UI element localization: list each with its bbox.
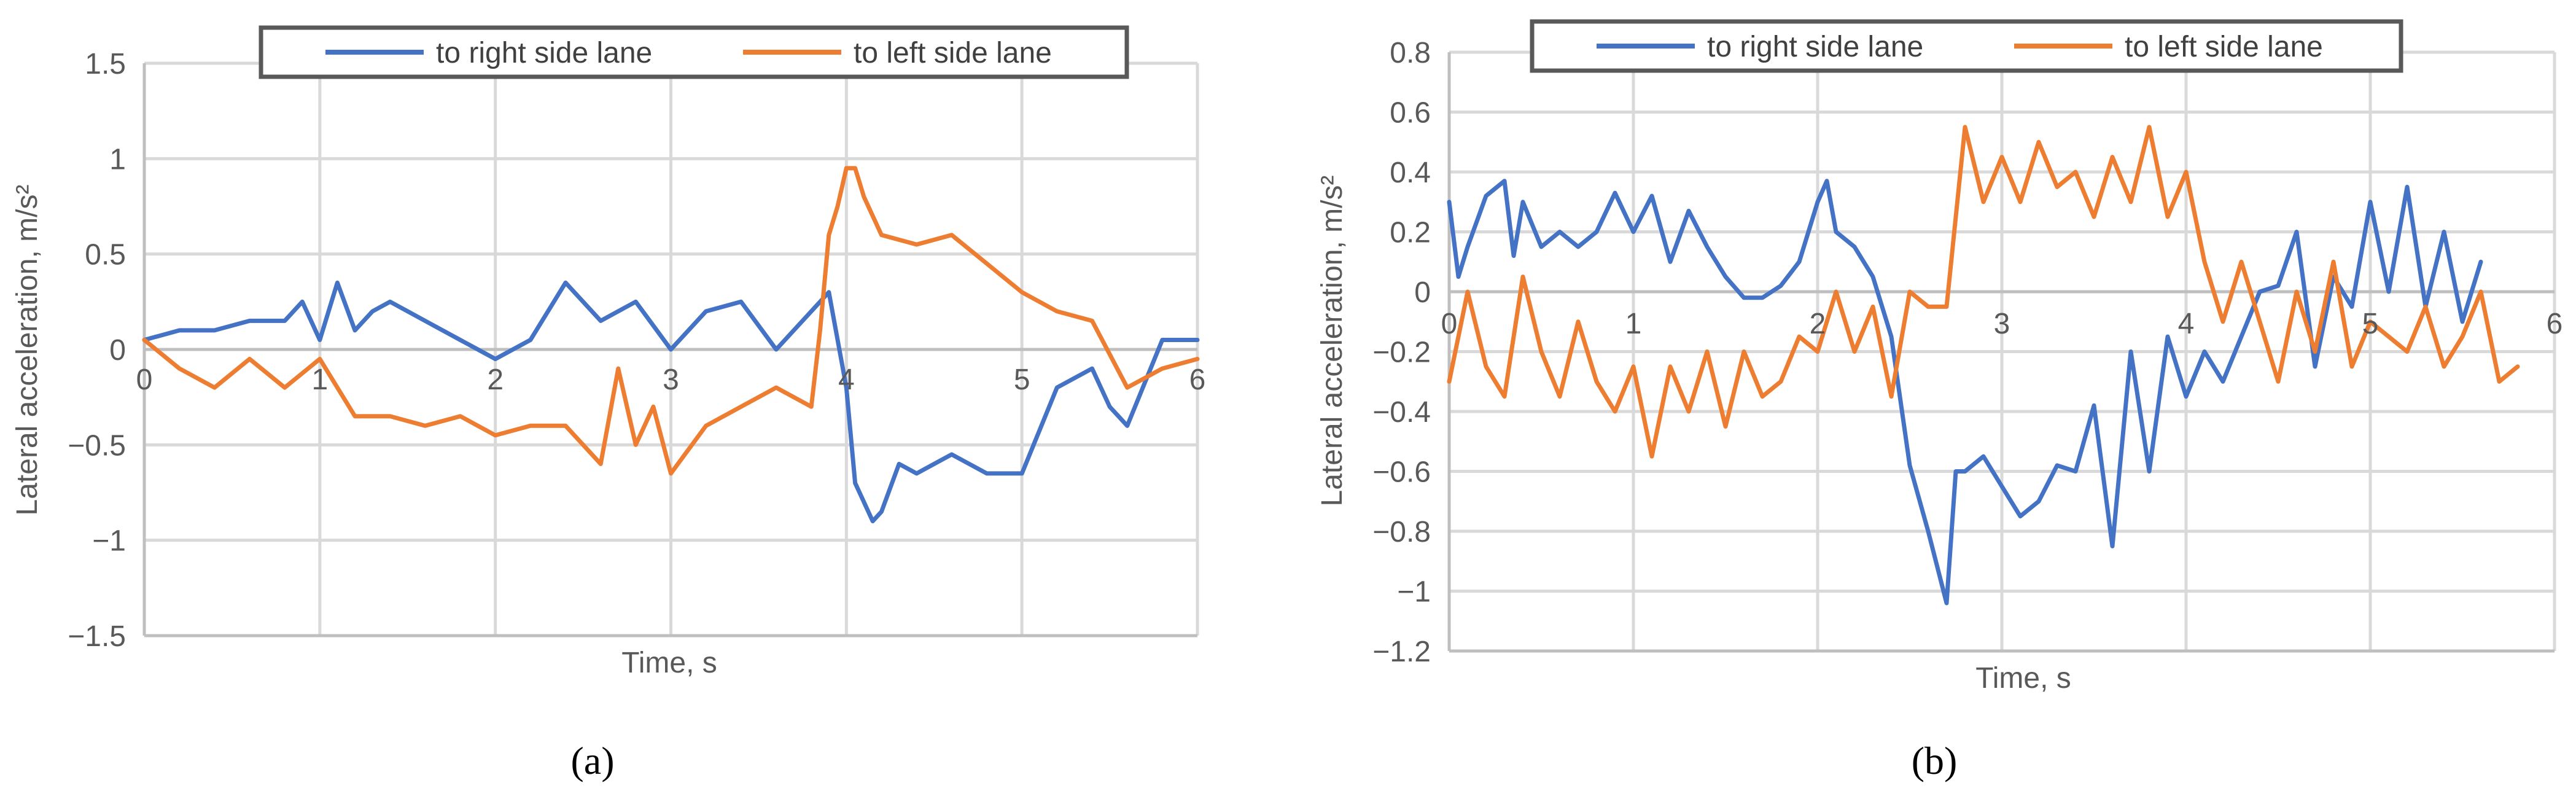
series-line-right-side-lane: [142, 280, 1200, 524]
x-tick-label: 6: [1189, 364, 1206, 396]
x-tick-label: 1: [1625, 308, 1642, 340]
legend: to right side lane to left side lane: [259, 25, 1129, 79]
y-tick-label: −0.6: [1372, 456, 1431, 489]
x-tick-label: 0: [1441, 308, 1458, 340]
tick-labels: −1.2 −1 −0.8 −0.6 −0.4 −0.2 0 0.2 0.4 0.6 0.8 0 1 2 3 4…: [1372, 37, 2562, 668]
axes: [1447, 52, 2555, 653]
y-tick-label: 1: [109, 143, 126, 176]
x-axis-label: Time, s: [621, 647, 717, 679]
series-line-left-side-lane: [1447, 125, 2520, 459]
y-axis-label: Lateral acceleration, m/s²: [11, 185, 44, 516]
series-line-left-side-lane: [142, 166, 1200, 476]
y-tick-label: 1.5: [85, 48, 126, 80]
y-axis-label: Lateral acceleration, m/s²: [1316, 176, 1348, 507]
y-tick-label: −1: [92, 525, 126, 558]
y-tick-label: 0.2: [1390, 217, 1431, 249]
y-tick-label: −0.2: [1372, 337, 1431, 369]
x-tick-label: 5: [2362, 308, 2379, 340]
x-axis-label: Time, s: [1975, 662, 2071, 695]
legend-label-right-lane: to right side lane: [436, 37, 652, 69]
x-tick-label: 4: [2178, 308, 2195, 340]
x-tick-label: 1: [311, 364, 328, 396]
legend-box: [1530, 19, 2403, 73]
x-tick-label: 2: [487, 364, 504, 396]
legend-label-right-lane: to right side lane: [1707, 31, 1923, 63]
chart-panel-b: −1.2 −1 −0.8 −0.6 −0.4 −0.2 0 0.2 0.4 0.6 0.8 0 1 2 3 4…: [1316, 19, 2562, 782]
x-tick-label: 6: [2547, 308, 2563, 340]
y-tick-label: −1.5: [68, 620, 126, 653]
y-tick-label: 0.5: [85, 239, 126, 271]
x-tick-label: 0: [136, 364, 153, 396]
x-tick-label: 2: [1810, 308, 1826, 340]
legend-label-left-lane: to left side lane: [2125, 31, 2323, 63]
legend-label-left-lane: to left side lane: [854, 37, 1052, 69]
tick-labels: −1.5 −1 −0.5 0 0.5 1 1.5 0 1 2 3 4 5 6: [68, 48, 1205, 653]
chart-panel-a: −1.5 −1 −0.5 0 0.5 1 1.5 0 1 2 3 4 5 6 Time, s Latera…: [11, 25, 1205, 782]
series-line-right-side-lane: [1447, 179, 2483, 606]
y-tick-label: 0: [1414, 276, 1431, 309]
x-tick-label: 3: [1994, 308, 2010, 340]
y-tick-label: 0.8: [1390, 37, 1431, 69]
y-tick-label: −1: [1397, 576, 1431, 609]
panel-label-b: (b): [1912, 739, 1958, 782]
x-tick-label: 3: [663, 364, 679, 396]
y-tick-label: 0: [109, 334, 126, 367]
x-tick-label: 5: [1014, 364, 1030, 396]
y-tick-label: 0.4: [1390, 157, 1431, 189]
series-layer: [1447, 125, 2520, 606]
grid: [1447, 50, 2556, 653]
x-tick-label: 4: [838, 364, 855, 396]
y-tick-label: −0.8: [1372, 516, 1431, 548]
series-layer: [142, 166, 1200, 524]
y-tick-label: 0.6: [1390, 97, 1431, 130]
panel-label-a: (a): [570, 739, 614, 782]
legend: to right side lane to left side lane: [1530, 19, 2403, 73]
y-tick-label: −0.4: [1372, 396, 1431, 429]
y-tick-label: −0.5: [68, 429, 126, 462]
y-tick-label: −1.2: [1372, 636, 1431, 668]
